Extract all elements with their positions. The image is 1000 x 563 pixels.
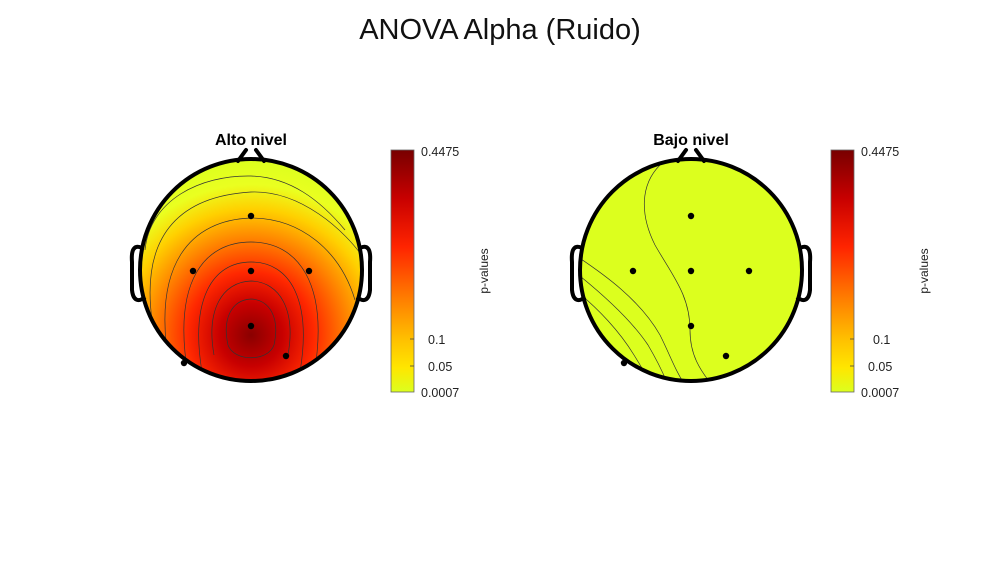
cb-alto-tick-0.05: 0.05 (428, 360, 452, 374)
cb-bajo-tick-max: 0.4475 (861, 145, 899, 159)
electrode-7 (620, 359, 628, 367)
electrode-4 (745, 267, 753, 275)
cb-bajo-tick-0.1: 0.1 (873, 333, 890, 347)
electrode-6 (722, 352, 730, 360)
colorbar-label-bajo: p-values (917, 248, 931, 293)
electrodes-bajo (620, 212, 753, 367)
cb-alto-tick-0.1: 0.1 (428, 333, 445, 347)
left-ear-bajo (569, 244, 587, 303)
cb-bajo-tick-min: 0.0007 (861, 386, 899, 400)
cb-bajo-tick-0.05: 0.05 (868, 360, 892, 374)
panel-title-bajo: Bajo nivel (653, 132, 729, 149)
electrode-2 (189, 267, 197, 275)
panel-bajo-nivel: Bajo nivel 0.4475 0.1 0.05 0.0007 p-valu… (569, 132, 931, 400)
right-ear-bajo (795, 244, 813, 303)
colorbar-alto (390, 149, 415, 393)
contour-lines-alto (144, 175, 362, 376)
electrode-7 (180, 359, 188, 367)
electrode-3 (247, 267, 255, 275)
colorbar-label-alto: p-values (477, 248, 491, 293)
electrode-5 (687, 322, 695, 330)
cb-alto-tick-min: 0.0007 (421, 386, 459, 400)
electrode-6 (282, 352, 290, 360)
head-outline-bajo (578, 157, 804, 383)
electrode-3 (687, 267, 695, 275)
nose-alto (236, 148, 266, 163)
panel-alto-nivel: Alto nivel 0.4475 0.1 0.05 0.0007 p-valu… (129, 132, 491, 400)
electrode-2 (629, 267, 637, 275)
electrodes-alto (180, 212, 313, 367)
cb-alto-tick-max: 0.4475 (421, 145, 459, 159)
figure-title: ANOVA Alpha (Ruido) (359, 14, 641, 46)
electrode-1 (687, 212, 695, 220)
electrode-5 (247, 322, 255, 330)
left-ear-alto (129, 244, 147, 303)
head-outline-alto (138, 157, 364, 383)
panel-title-alto: Alto nivel (215, 132, 287, 149)
colorbar-bajo (830, 149, 855, 393)
nose-bajo (676, 148, 706, 163)
electrode-4 (305, 267, 313, 275)
right-ear-alto (355, 244, 373, 303)
electrode-1 (247, 212, 255, 220)
